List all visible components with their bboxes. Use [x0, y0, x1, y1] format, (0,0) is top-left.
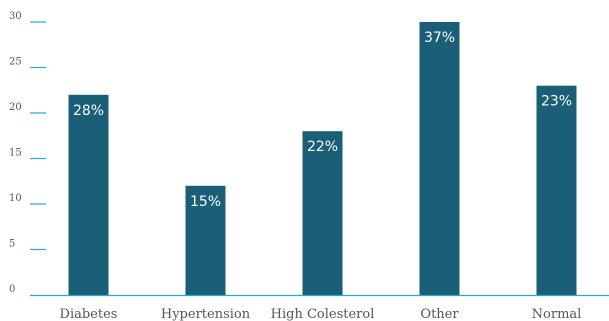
data-label: 22%	[307, 139, 338, 155]
y-tick-label: 10	[9, 193, 22, 204]
y-tick-label: 15	[9, 148, 22, 159]
x-tick-label: Diabetes	[60, 307, 118, 321]
x-tick-label: Normal	[532, 307, 582, 321]
y-tick-label: 0	[9, 284, 15, 295]
y-tick-label: 25	[9, 57, 22, 68]
data-label: 28%	[73, 103, 104, 119]
bar-hypertension	[185, 185, 226, 295]
bar-diabetes	[68, 94, 109, 295]
bars	[68, 22, 577, 295]
bar-high-colesterol	[302, 131, 343, 295]
x-tick-label: Hypertension	[161, 307, 251, 321]
data-label: 15%	[190, 194, 221, 210]
y-tick-label: 5	[9, 239, 15, 250]
x-tick-label: Other	[420, 307, 459, 321]
data-labels: 28% 15% 22% 37% 23%	[73, 30, 572, 210]
bar-other	[419, 22, 460, 295]
y-tick-label: 30	[9, 11, 22, 22]
y-tick-label: 20	[9, 102, 22, 113]
y-axis: 0 5 10 15 20 25 30	[9, 11, 46, 295]
x-axis-labels: Diabetes Hypertension High Colesterol Other…	[60, 307, 582, 321]
x-tick-label: High Colesterol	[271, 307, 375, 321]
bar-normal	[536, 85, 577, 295]
data-label: 23%	[541, 94, 572, 110]
data-label: 37%	[424, 30, 455, 46]
